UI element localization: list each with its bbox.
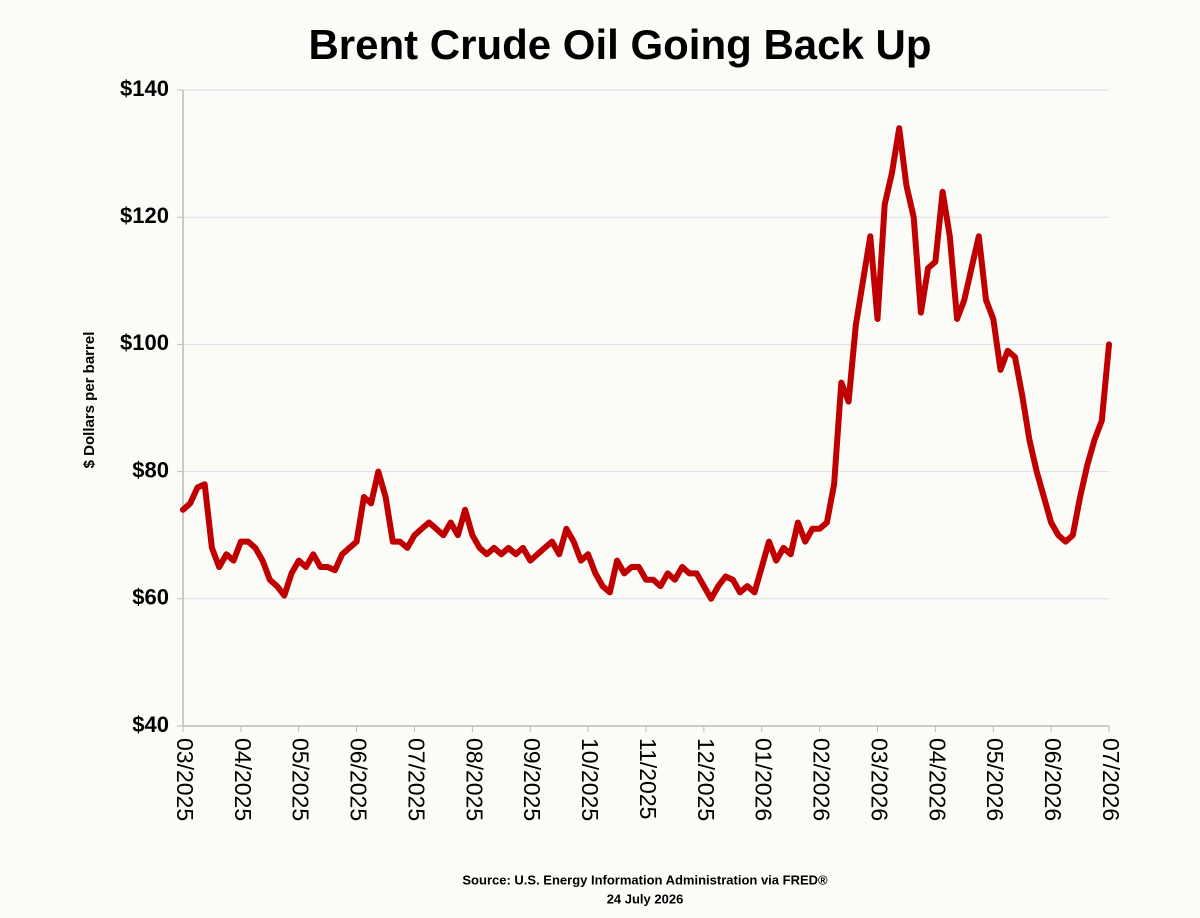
- source: Source: U.S. Energy Information Administ…: [462, 872, 828, 887]
- y-tick-label: $140: [120, 76, 169, 101]
- x-tick-label: 05/2026: [982, 738, 1008, 821]
- x-tick-label: 08/2025: [461, 738, 487, 821]
- x-tick-label: 09/2025: [519, 738, 545, 821]
- date: 24 July 2026: [607, 891, 684, 906]
- x-tick-label: 01/2026: [751, 738, 777, 821]
- y-axis-label: $ Dollars per barrel: [81, 332, 98, 469]
- y-tick-label: $40: [132, 712, 169, 737]
- x-tick-label: 10/2025: [577, 738, 603, 821]
- x-tick-label: 02/2026: [809, 738, 835, 821]
- y-tick-label: $60: [132, 585, 169, 610]
- x-tick-label: 05/2025: [288, 738, 314, 821]
- y-tick-label: $120: [120, 203, 169, 228]
- y-tick-label: $80: [132, 457, 169, 482]
- x-tick-label: 07/2026: [1098, 738, 1124, 821]
- y-tick-label: $100: [120, 330, 169, 355]
- x-tick-label: 06/2026: [1040, 738, 1066, 821]
- x-tick-label: 03/2026: [866, 738, 892, 821]
- x-tick-label: 07/2025: [403, 738, 429, 821]
- x-tick-label: 04/2025: [230, 738, 256, 821]
- x-tick-label: 06/2025: [346, 738, 372, 821]
- chart-title: Brent Crude Oil Going Back Up: [308, 21, 931, 68]
- x-tick-label: 11/2025: [635, 738, 661, 819]
- x-tick-label: 03/2025: [172, 738, 198, 821]
- x-tick-label: 04/2026: [924, 738, 950, 821]
- x-tick-label: 12/2025: [693, 738, 719, 821]
- line: [180, 125, 1112, 602]
